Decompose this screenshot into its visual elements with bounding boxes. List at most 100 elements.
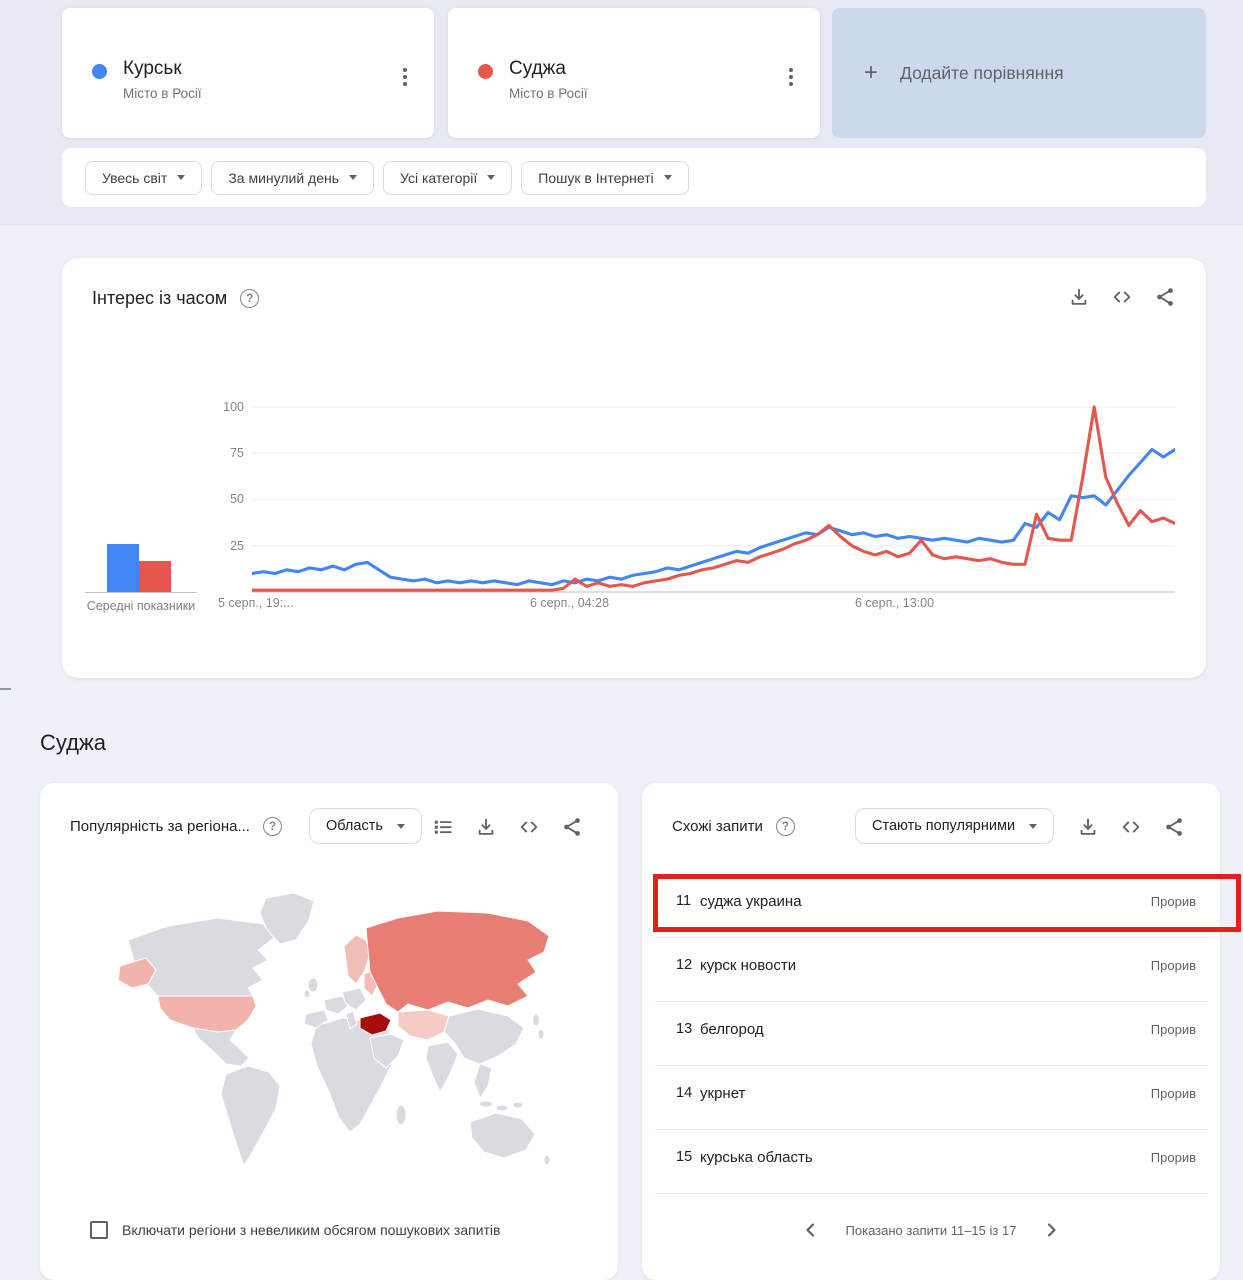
term-subtitle: Місто в Росії: [509, 86, 588, 101]
x-tick-3: 6 серп., 13:00: [855, 596, 935, 610]
help-icon[interactable]: ?: [775, 817, 795, 836]
kebab-menu-icon[interactable]: [780, 63, 802, 91]
plus-icon: +: [864, 59, 879, 86]
query-row-11[interactable]: 11 суджа украина Прорив: [655, 874, 1207, 938]
geo-filter-label: Увесь світ: [102, 169, 168, 186]
download-icon[interactable]: [1068, 286, 1090, 308]
query-rank: 15: [676, 1149, 693, 1165]
queries-sort-dropdown[interactable]: Стають популярними: [855, 808, 1055, 844]
help-icon[interactable]: ?: [240, 289, 260, 308]
add-comparison-button[interactable]: + Додайте порівняння: [832, 8, 1206, 138]
add-comparison-label: Додайте порівняння: [900, 62, 1064, 83]
map-region-alaska: [117, 957, 157, 989]
query-status-badge: Прорив: [1150, 894, 1196, 909]
kebab-menu-icon[interactable]: [394, 63, 416, 91]
list-view-icon[interactable]: [432, 816, 454, 838]
query-row-13[interactable]: 13 белгород Прорив: [655, 1002, 1207, 1066]
embed-code-icon[interactable]: [1111, 286, 1133, 308]
region-level-dropdown[interactable]: Область: [309, 808, 422, 844]
map-region-kazakhstan: [397, 1009, 450, 1041]
embed-code-icon[interactable]: [518, 816, 540, 838]
query-text: белгород: [700, 1021, 764, 1038]
y-tick-100: 100: [223, 400, 244, 414]
include-low-volume-label: Включати регіони з невеликим обсягом пош…: [122, 1222, 501, 1238]
query-text: курська область: [700, 1149, 813, 1166]
chevron-down-icon: [487, 175, 496, 180]
query-rank: 11: [676, 893, 692, 909]
query-text: суджа украина: [700, 893, 802, 910]
x-tick-1: 5 серп., 19:...: [218, 596, 294, 610]
chevron-down-icon: [177, 175, 186, 180]
embed-code-icon[interactable]: [1120, 816, 1142, 838]
average-bars-baseline: [85, 592, 197, 593]
category-filter-dropdown[interactable]: Усі категорії: [383, 160, 513, 195]
average-bars: [107, 398, 171, 592]
map-region-ukraine: [359, 1012, 392, 1036]
term-card-sudzha[interactable]: Суджа Місто в Росії: [448, 8, 820, 138]
queries-card-title: Схожі запити: [672, 818, 763, 835]
query-rank: 13: [676, 1021, 693, 1037]
world-map[interactable]: [98, 888, 558, 1178]
geo-filter-dropdown[interactable]: Увесь світ: [85, 160, 203, 195]
download-icon[interactable]: [475, 816, 497, 838]
time-filter-label: За минулий день: [228, 169, 340, 186]
query-rank: 12: [676, 957, 693, 973]
y-tick-50: 50: [230, 492, 244, 506]
download-icon[interactable]: [1077, 816, 1099, 838]
region-card-title: Популярність за регіона...: [70, 818, 250, 835]
section-title: Суджа: [40, 730, 106, 755]
chart-title: Інтерес із часом: [92, 288, 228, 308]
queries-sort-value: Стають популярними: [872, 818, 1016, 834]
query-status-badge: Прорив: [1150, 1022, 1196, 1037]
world-map-landmass: [117, 892, 551, 1168]
query-row-14[interactable]: 14 укрнет Прорив: [655, 1066, 1207, 1130]
x-tick-2: 6 серп., 04:28: [530, 596, 610, 610]
query-rank: 14: [676, 1085, 693, 1101]
series-color-dot-red: [478, 64, 493, 79]
interest-over-time-card: Інтерес із часом ? 100 75 50 25 5 серп.,…: [62, 258, 1206, 678]
share-icon[interactable]: [561, 816, 583, 838]
y-tick-75: 75: [230, 446, 244, 460]
interest-by-region-card: Популярність за регіона... ? Область: [40, 783, 618, 1280]
chevron-down-icon: [663, 175, 672, 180]
pagination-next-icon[interactable]: [1042, 1221, 1060, 1239]
term-card-kursk[interactable]: Курськ Місто в Росії: [62, 8, 434, 138]
trend-line-chart[interactable]: [252, 398, 1175, 598]
chevron-down-icon: [396, 823, 405, 829]
queries-pagination: Показано запити 11–15 із 17: [642, 1221, 1220, 1239]
term-label: Курськ: [123, 58, 182, 79]
search-type-filter-label: Пошук в Інтернеті: [538, 169, 654, 186]
stray-dash-mark: [0, 688, 11, 690]
query-status-badge: Прорив: [1150, 958, 1196, 973]
average-bar-kursk: [107, 544, 139, 592]
query-status-badge: Прорив: [1150, 1086, 1196, 1101]
chevron-down-icon: [1029, 823, 1038, 829]
search-type-filter-dropdown[interactable]: Пошук в Інтернеті: [521, 160, 689, 195]
region-level-value: Область: [326, 818, 383, 834]
map-region-russia: [365, 910, 550, 1013]
share-icon[interactable]: [1154, 286, 1176, 308]
query-text: укрнет: [700, 1085, 746, 1102]
filter-bar: Увесь світ За минулий день Усі категорії…: [62, 148, 1206, 207]
series-color-dot-blue: [92, 64, 107, 79]
average-bar-sudzha: [139, 561, 171, 592]
pagination-label: Показано запити 11–15 із 17: [845, 1222, 1017, 1238]
help-icon[interactable]: ?: [262, 817, 282, 836]
query-row-15[interactable]: 15 курська область Прорив: [655, 1130, 1207, 1194]
y-tick-25: 25: [230, 539, 244, 553]
related-queries-card: Схожі запити ? Стають популярними 11 суд…: [642, 783, 1220, 1280]
map-region-scandinavia: [343, 934, 371, 985]
query-text: курск новости: [700, 957, 797, 974]
share-icon[interactable]: [1163, 816, 1185, 838]
include-low-volume-checkbox[interactable]: [90, 1221, 108, 1239]
time-filter-dropdown[interactable]: За минулий день: [211, 160, 375, 195]
query-status-badge: Прорив: [1150, 1150, 1196, 1165]
term-subtitle: Місто в Росії: [123, 86, 202, 101]
related-queries-list: 11 суджа украина Прорив 12 курск новости…: [655, 874, 1207, 1194]
average-bars-label: Середні показники: [86, 599, 196, 613]
category-filter-label: Усі категорії: [400, 169, 478, 186]
pagination-prev-icon[interactable]: [802, 1221, 820, 1239]
chevron-down-icon: [349, 175, 358, 180]
map-region-usa: [157, 995, 257, 1033]
query-row-12[interactable]: 12 курск новости Прорив: [655, 938, 1207, 1002]
